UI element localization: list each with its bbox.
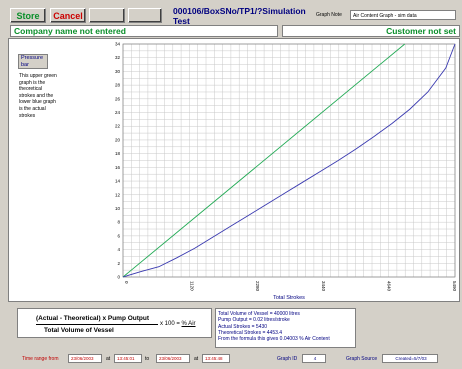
note-line: This upper green — [19, 73, 57, 79]
info-line: Theoretical Strokes = 4453.4 — [218, 329, 283, 336]
from-date-field[interactable]: 23/06/2003 — [68, 354, 102, 363]
y-tick-label: 6 — [117, 233, 120, 238]
actual-strokes-line — [122, 43, 456, 278]
blank-button-2[interactable] — [128, 8, 162, 23]
to-date-field[interactable]: 23/06/2003 — [156, 354, 190, 363]
note-line: is the actual — [19, 105, 46, 112]
note-line: lower blue graph — [19, 99, 56, 106]
x-axis-label: Total Strokes — [273, 295, 305, 301]
time-range-label: Time range from — [22, 356, 59, 362]
formula-suffix-text: x 100 = — [160, 321, 182, 327]
company-name-field[interactable]: Company name not entered — [10, 25, 278, 37]
x-tick-label: 5490 — [452, 281, 457, 292]
graph-source-field[interactable]: Created=5/7/03 — [382, 354, 438, 363]
note-line: strokes — [19, 112, 36, 119]
y-tick-label: 30 — [115, 69, 121, 74]
formula-box: (Actual - Theoretical) x Pump Output Tot… — [17, 308, 212, 338]
customer-field[interactable]: Customer not set — [282, 25, 460, 37]
y-tick-label: 16 — [115, 165, 121, 170]
note-line: strokes and the — [19, 92, 54, 99]
graph-note-label: Graph Note — [316, 12, 342, 18]
info-line: Total Volume of Vessel = 40000 litres — [218, 311, 300, 317]
y-tick-label: 18 — [115, 151, 121, 156]
graph-panel — [8, 38, 460, 302]
x-tick-label: 4640 — [386, 281, 391, 292]
graph-id-label: Graph ID — [277, 356, 298, 362]
formula-numerator: (Actual - Theoretical) x Pump Output — [36, 315, 150, 322]
to-time-field[interactable]: 13:45:48 — [202, 354, 230, 363]
x-tick-label: 1120 — [190, 281, 195, 291]
to-label: to — [145, 356, 150, 362]
y-tick-label: 8 — [117, 220, 120, 225]
y-tick-label: 28 — [115, 83, 121, 88]
y-tick-label: 20 — [115, 137, 121, 142]
theoretical-strokes-line — [122, 43, 406, 278]
plot-area-border — [122, 43, 456, 278]
info-box: Total Volume of Vessel = 40000 litres Pu… — [215, 308, 356, 348]
at-label-2: at — [194, 356, 199, 362]
info-line: Actual Strokes = 5430 — [218, 323, 268, 330]
pressure-button[interactable]: Pressure bar — [18, 54, 48, 69]
info-line: Pump Output = 0.02 litres/stroke — [218, 317, 290, 324]
graph-note-text: This upper green graph is the theoretica… — [19, 73, 67, 119]
formula-denominator: Total Volume of Vessel — [44, 327, 114, 334]
y-tick-label: 26 — [115, 96, 121, 101]
blank-button-1[interactable] — [89, 8, 125, 23]
x-tick-label: 2280 — [255, 281, 260, 292]
y-tick-label: 34 — [115, 42, 121, 47]
note-line: graph is the — [19, 79, 46, 86]
y-tick-label: 12 — [115, 192, 121, 197]
from-time-field[interactable]: 13:45:01 — [114, 354, 142, 363]
y-tick-label: 4 — [117, 247, 120, 252]
formula-divider — [36, 324, 158, 325]
y-tick-label: 10 — [115, 206, 121, 211]
window-title: 000106/BoxSNo/TP1/?Simulation Test — [173, 5, 306, 26]
y-tick-label: 22 — [115, 124, 121, 129]
graph-source-label: Graph Source — [346, 356, 378, 362]
at-label-1: at — [106, 356, 111, 362]
note-line: theoretical — [19, 86, 43, 93]
y-tick-label: 14 — [115, 179, 121, 184]
graph-id-field[interactable]: 4 — [302, 354, 326, 363]
y-tick-label: 0 — [117, 275, 120, 280]
x-tick-label: 0 — [124, 281, 129, 284]
store-button[interactable]: Store — [10, 8, 46, 23]
formula-suffix-unit: % Air — [181, 321, 196, 327]
graph-note-input[interactable]: Air Content Graph - sim data — [350, 10, 456, 20]
y-tick-label: 32 — [115, 55, 121, 60]
info-line: From the formula this gives 0.04003 % Ai… — [218, 336, 330, 343]
y-tick-label: 2 — [117, 261, 120, 266]
x-tick-label: 3440 — [321, 281, 326, 292]
formula-suffix: x 100 = % Air — [160, 321, 196, 327]
cancel-button[interactable]: Cancel — [50, 8, 86, 23]
y-tick-label: 24 — [115, 110, 121, 115]
